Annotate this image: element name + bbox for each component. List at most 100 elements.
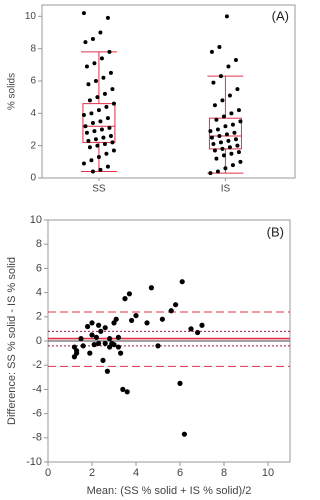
y-tick-label: 10 xyxy=(30,214,42,226)
data-point xyxy=(217,45,222,50)
data-point xyxy=(102,325,108,331)
data-point xyxy=(98,167,103,172)
data-point xyxy=(78,335,84,342)
data-point xyxy=(105,116,110,121)
x-axis-label: Mean: (SS % solid + IS % solid)/2 xyxy=(87,485,252,497)
x-tick-label: 0 xyxy=(45,467,51,479)
data-point xyxy=(208,171,213,176)
data-point xyxy=(227,93,232,98)
y-tick-label: 6 xyxy=(36,262,42,274)
x-tick-label: 2 xyxy=(89,467,95,479)
data-point xyxy=(90,121,95,126)
data-point xyxy=(124,389,130,395)
plot-frame xyxy=(41,4,296,179)
data-point xyxy=(236,150,241,155)
y-tick-label: -6 xyxy=(32,408,42,420)
data-point xyxy=(108,70,113,75)
data-point xyxy=(110,140,115,145)
y-tick-label: 8 xyxy=(36,238,42,250)
data-point xyxy=(89,320,95,326)
data-point xyxy=(215,169,220,174)
x-tick-label: 6 xyxy=(177,467,183,479)
data-point xyxy=(221,114,226,119)
data-point xyxy=(223,166,228,171)
y-tick-label: -10 xyxy=(26,456,42,468)
data-point xyxy=(179,279,185,285)
data-point xyxy=(233,137,238,142)
data-point xyxy=(211,80,216,85)
data-point xyxy=(101,75,106,80)
data-point xyxy=(209,49,214,54)
data-point xyxy=(96,322,102,328)
data-point xyxy=(238,159,243,164)
data-point xyxy=(230,163,235,168)
data-point xyxy=(107,125,112,130)
data-point xyxy=(96,154,101,159)
data-point xyxy=(95,143,100,148)
figure: 0 2 4 6 8 10 % solids (A) SS IS -10 -8 -6 -4 -2 0 2 4 6 8 10… xyxy=(6,4,296,497)
data-point xyxy=(84,64,89,69)
data-point xyxy=(81,112,86,117)
data-point xyxy=(218,140,223,145)
data-point xyxy=(188,326,194,332)
data-point xyxy=(195,329,201,336)
data-point xyxy=(220,146,225,151)
data-point xyxy=(86,82,91,87)
y-tick-label: 2 xyxy=(30,140,36,151)
data-point xyxy=(105,15,110,20)
data-point xyxy=(90,169,95,174)
data-point xyxy=(212,103,217,108)
data-point xyxy=(227,145,232,150)
data-point xyxy=(93,334,99,340)
data-point xyxy=(129,317,135,324)
data-point xyxy=(99,127,104,132)
data-point xyxy=(80,343,86,349)
y-tick-label: 10 xyxy=(25,11,37,22)
data-point xyxy=(87,145,92,150)
data-point xyxy=(113,316,119,322)
data-point xyxy=(199,322,205,328)
data-point xyxy=(120,386,126,392)
data-point xyxy=(96,108,101,113)
data-point xyxy=(87,350,93,356)
data-point xyxy=(104,368,110,374)
data-point xyxy=(95,95,100,100)
panel-label: (A) xyxy=(272,8,289,23)
data-point xyxy=(74,348,80,354)
data-point xyxy=(220,98,225,103)
data-point xyxy=(102,91,107,96)
data-point xyxy=(96,340,102,347)
data-point xyxy=(101,135,106,140)
data-point xyxy=(215,127,220,132)
data-point xyxy=(118,350,124,356)
x-tick-label: IS xyxy=(221,184,231,195)
data-point xyxy=(223,124,228,129)
data-point xyxy=(214,117,219,122)
data-point xyxy=(181,431,187,437)
x-tick-label: SS xyxy=(92,184,106,195)
data-point xyxy=(115,334,121,340)
data-point xyxy=(159,316,165,322)
data-point xyxy=(236,108,241,113)
panel-label: (B) xyxy=(267,224,284,239)
data-point xyxy=(83,40,88,45)
x-tick-label: 4 xyxy=(133,467,139,479)
data-point xyxy=(93,78,98,83)
data-point xyxy=(173,302,179,308)
data-point xyxy=(85,323,91,330)
data-point xyxy=(90,36,95,41)
data-point xyxy=(105,164,110,169)
y-axis-label: % solids xyxy=(7,73,18,110)
data-point xyxy=(111,342,117,348)
data-point xyxy=(102,340,108,347)
data-point xyxy=(98,328,104,334)
data-point xyxy=(98,30,103,35)
data-point xyxy=(89,111,94,116)
data-point xyxy=(81,161,86,166)
y-tick-label: 2 xyxy=(36,311,42,323)
data-point xyxy=(232,130,237,135)
data-point xyxy=(92,61,97,66)
y-tick-label: 4 xyxy=(30,108,36,119)
data-point xyxy=(107,335,113,342)
data-point xyxy=(86,138,91,143)
